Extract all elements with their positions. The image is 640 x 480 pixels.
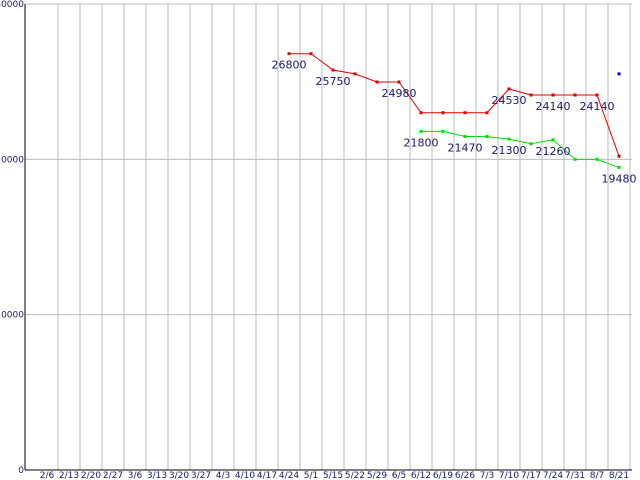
series-line bbox=[289, 53, 620, 157]
y-tick-label: 10000 bbox=[0, 311, 24, 321]
data-point bbox=[529, 142, 533, 146]
x-tick-label: 6/26 bbox=[455, 471, 475, 480]
data-point bbox=[485, 134, 489, 138]
x-tick-label: 7/17 bbox=[521, 471, 541, 480]
data-point bbox=[617, 72, 621, 76]
x-tick-label: 2/27 bbox=[103, 471, 123, 480]
y-tick-label: 20000 bbox=[0, 155, 24, 165]
data-label: 24980 bbox=[382, 87, 417, 100]
data-point bbox=[397, 80, 401, 84]
x-tick-label: 4/3 bbox=[216, 471, 230, 480]
x-tick-label: 5/1 bbox=[304, 471, 318, 480]
x-tick-label: 6/19 bbox=[433, 471, 453, 480]
x-tick-label: 6/12 bbox=[411, 471, 431, 480]
data-point bbox=[331, 68, 335, 72]
x-tick-label: 3/20 bbox=[169, 471, 189, 480]
axes bbox=[24, 4, 632, 471]
data-point bbox=[595, 93, 599, 97]
data-label: 26800 bbox=[272, 59, 307, 72]
x-tick-label: 3/6 bbox=[128, 471, 143, 480]
y-axis-ticks: 0 10000 20000 30000 bbox=[0, 0, 24, 476]
data-point bbox=[441, 111, 445, 115]
x-tick-label: 2/20 bbox=[81, 471, 101, 480]
x-tick-label: 7/3 bbox=[480, 471, 494, 480]
x-tick-label: 5/29 bbox=[367, 471, 387, 480]
series-line bbox=[421, 130, 620, 168]
data-point bbox=[595, 157, 599, 161]
data-label: 19480 bbox=[602, 172, 637, 185]
data-label: 25750 bbox=[316, 75, 351, 88]
x-axis-ticks: 2/6 2/13 2/20 2/27 3/6 3/13 3/20 3/27 4/3 4/10 4/1… bbox=[40, 471, 629, 480]
data-label: 21800 bbox=[404, 136, 439, 149]
data-point bbox=[353, 72, 357, 76]
x-tick-label: 5/22 bbox=[345, 471, 365, 480]
x-tick-label: 4/17 bbox=[257, 471, 277, 480]
x-tick-label: 4/10 bbox=[235, 471, 255, 480]
data-point bbox=[507, 87, 511, 91]
data-point bbox=[463, 111, 467, 115]
data-label: 24140 bbox=[536, 100, 571, 113]
data-point bbox=[287, 52, 291, 56]
x-tick-label: 7/31 bbox=[565, 471, 585, 480]
x-tick-label: 5/15 bbox=[323, 471, 343, 480]
series-group bbox=[287, 52, 621, 169]
data-label: 24140 bbox=[580, 100, 615, 113]
data-point bbox=[309, 52, 313, 56]
x-tick-label: 2/13 bbox=[59, 471, 79, 480]
grid bbox=[25, 3, 632, 471]
data-label: 21470 bbox=[448, 141, 483, 154]
data-point bbox=[617, 165, 621, 169]
data-point bbox=[551, 138, 555, 142]
data-point bbox=[573, 93, 577, 97]
data-point bbox=[573, 157, 577, 161]
data-point bbox=[529, 93, 533, 97]
data-point bbox=[485, 111, 489, 115]
data-point bbox=[463, 134, 467, 138]
x-tick-label: 8/7 bbox=[590, 471, 604, 480]
data-point bbox=[419, 111, 423, 115]
x-tick-label: 2/6 bbox=[40, 471, 55, 480]
y-tick-label: 0 bbox=[18, 466, 24, 476]
data-point bbox=[617, 154, 621, 158]
data-label: 21300 bbox=[492, 144, 527, 157]
data-point bbox=[419, 129, 423, 133]
x-tick-label: 7/24 bbox=[543, 471, 563, 480]
data-labels: 26800 25750 24980 24530 24140 24140 21800 21470… bbox=[272, 59, 637, 186]
x-tick-label: 7/10 bbox=[499, 471, 519, 480]
x-tick-label: 4/24 bbox=[279, 471, 299, 480]
x-tick-label: 8/21 bbox=[609, 471, 629, 480]
data-point bbox=[441, 129, 445, 133]
x-tick-label: 3/27 bbox=[191, 471, 211, 480]
data-label: 24530 bbox=[492, 94, 527, 107]
x-tick-label: 3/13 bbox=[147, 471, 167, 480]
y-tick-label: 30000 bbox=[0, 0, 24, 10]
data-point bbox=[507, 137, 511, 141]
x-tick-label: 6/5 bbox=[392, 471, 406, 480]
data-label: 21260 bbox=[536, 145, 571, 158]
data-point bbox=[375, 80, 379, 84]
data-point bbox=[551, 93, 555, 97]
